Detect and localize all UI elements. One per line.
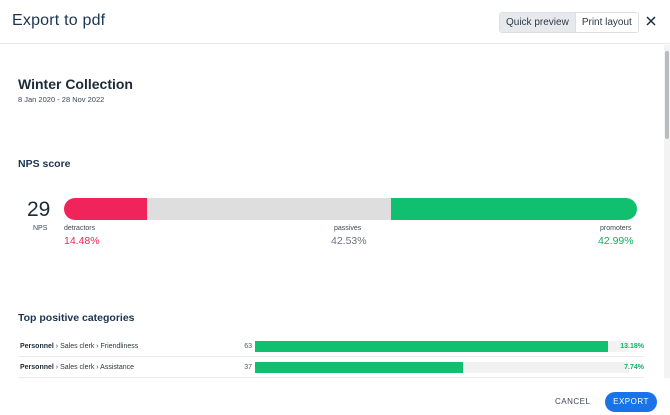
category-bar-track: [255, 341, 629, 352]
category-row: Personnel › Sales clerk › Assistance 37 …: [18, 358, 644, 378]
passives-label: passives: [334, 225, 362, 232]
dialog-title: Export to pdf: [12, 12, 106, 29]
category-group: Personnel: [20, 364, 54, 371]
categories-section-title: Top positive categories: [18, 312, 135, 324]
quick-preview-tab[interactable]: Quick preview: [500, 13, 575, 32]
cancel-button[interactable]: CANCEL: [555, 397, 591, 406]
export-button[interactable]: EXPORT: [605, 392, 657, 412]
content-scrollbar[interactable]: [664, 45, 670, 378]
category-bar-track: [255, 362, 629, 373]
view-mode-toggle: Quick preview Print layout: [499, 12, 639, 33]
nps-section-title: NPS score: [18, 158, 71, 170]
category-path: › Sales clerk › Assistance: [53, 364, 134, 371]
category-path: › Sales clerk › Friendliness: [53, 343, 139, 350]
nps-score-value: 29: [27, 198, 51, 221]
report-date-range: 8 Jan 2020 - 28 Nov 2022: [18, 95, 105, 104]
promoters-label: promoters: [600, 225, 632, 232]
print-layout-tab[interactable]: Print layout: [574, 13, 638, 32]
report-title: Winter Collection: [18, 76, 133, 92]
detractors-value: 14.48%: [64, 235, 100, 247]
category-bar-fill: [255, 362, 463, 373]
category-bar-fill: [255, 341, 609, 352]
category-row: Personnel › Sales clerk › Friendliness 6…: [18, 337, 644, 357]
category-group: Personnel: [20, 343, 54, 350]
nps-score-label: NPS: [33, 225, 48, 232]
category-label: Personnel › Sales clerk › Friendliness: [20, 343, 138, 350]
promoters-bar-segment: [390, 198, 637, 220]
category-percent: 13.18%: [620, 343, 644, 350]
category-count: 37: [244, 364, 252, 371]
scrollbar-thumb[interactable]: [665, 51, 669, 139]
close-icon[interactable]: [644, 13, 658, 29]
dialog-header: Export to pdf Quick preview Print layout: [0, 0, 670, 44]
detractors-bar-segment: [64, 198, 147, 220]
nps-distribution-bar: [64, 198, 637, 220]
dialog-footer: CANCEL EXPORT: [0, 378, 670, 415]
detractors-label: detractors: [64, 225, 96, 232]
category-percent: 7.74%: [624, 364, 644, 371]
preview-content: Winter Collection 8 Jan 2020 - 28 Nov 20…: [0, 45, 664, 378]
category-count: 63: [244, 343, 252, 350]
category-label: Personnel › Sales clerk › Assistance: [20, 364, 134, 371]
promoters-value: 42.99%: [598, 235, 634, 247]
passives-bar-segment: [146, 198, 391, 220]
passives-value: 42.53%: [331, 235, 367, 247]
